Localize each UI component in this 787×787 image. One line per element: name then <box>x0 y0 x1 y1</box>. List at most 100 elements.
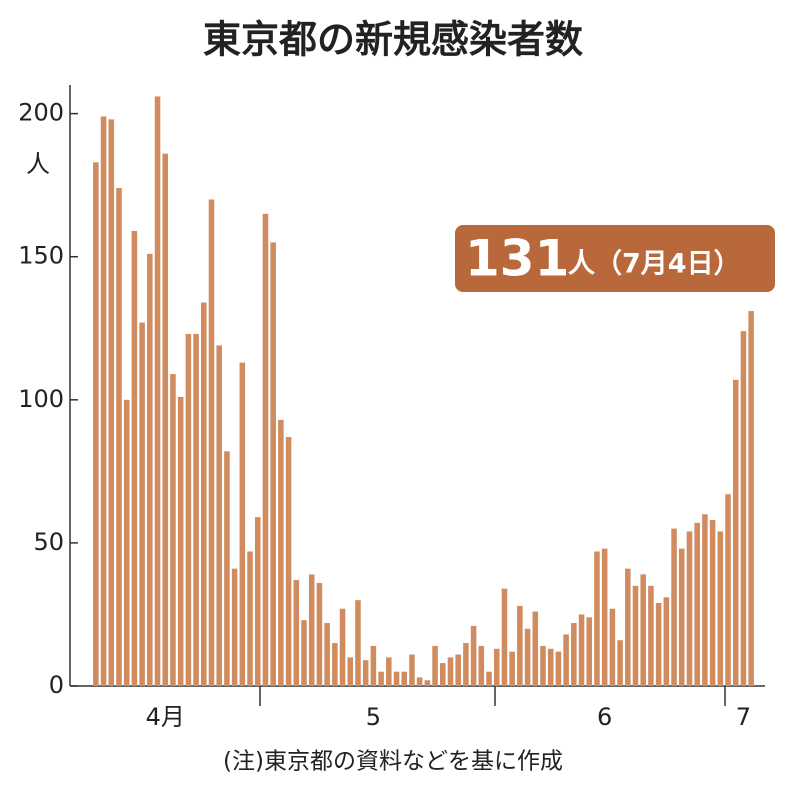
bar <box>355 600 361 686</box>
bar <box>239 362 246 686</box>
bar <box>347 657 354 686</box>
bar <box>100 116 107 686</box>
bar <box>555 651 562 686</box>
bar <box>517 605 523 686</box>
bar <box>432 645 438 686</box>
bar <box>439 663 446 686</box>
x-tick-label: 4月 <box>146 703 185 731</box>
bar <box>455 654 461 686</box>
bar <box>532 611 539 686</box>
bar <box>293 580 300 686</box>
bar <box>686 531 693 686</box>
bar <box>409 654 415 686</box>
bar <box>493 648 500 686</box>
bar <box>578 614 585 686</box>
bar <box>270 242 276 686</box>
bar <box>162 153 169 686</box>
chart-title: 東京都の新規感染者数 <box>203 18 583 62</box>
bar <box>424 680 431 686</box>
bar <box>201 302 207 686</box>
bar <box>702 514 708 686</box>
bar <box>262 213 269 687</box>
bar <box>324 623 330 686</box>
bar <box>378 671 384 686</box>
bar <box>247 551 253 686</box>
bar <box>185 333 192 686</box>
bar <box>463 643 469 686</box>
bar <box>332 643 338 686</box>
y-tick-label: 200 <box>18 99 64 127</box>
bar <box>478 645 485 686</box>
bar <box>401 671 408 686</box>
bar <box>694 522 700 686</box>
y-tick-label: 150 <box>18 242 64 270</box>
bar <box>154 96 161 686</box>
bar <box>663 597 670 686</box>
bar <box>586 617 593 686</box>
bar <box>254 517 261 686</box>
bar <box>278 419 284 686</box>
bar <box>131 230 138 686</box>
bar <box>447 657 454 686</box>
bar <box>609 608 616 686</box>
bar <box>170 374 176 686</box>
bar <box>594 551 600 686</box>
bar <box>563 634 569 686</box>
bar <box>147 253 153 686</box>
bar <box>231 568 238 686</box>
bar <box>177 396 184 686</box>
x-tick-label: 7 <box>736 703 751 731</box>
bar <box>625 568 631 686</box>
bar <box>740 331 747 686</box>
bar <box>501 588 508 686</box>
bar <box>193 333 199 686</box>
bar <box>208 199 215 686</box>
bar <box>416 677 423 686</box>
annotation-value: 131 <box>465 230 569 288</box>
bar <box>486 671 492 686</box>
bar <box>678 548 685 686</box>
x-tick-label: 5 <box>366 703 381 731</box>
y-tick-label: 100 <box>18 385 64 413</box>
bar <box>216 345 222 686</box>
bar <box>632 585 639 686</box>
bar <box>386 657 392 686</box>
bar <box>362 660 369 686</box>
bar <box>308 574 315 686</box>
bar <box>748 311 754 686</box>
bar <box>732 379 739 686</box>
y-tick-label: 0 <box>49 671 64 699</box>
bar <box>671 528 677 686</box>
bar <box>655 603 662 686</box>
bar <box>509 651 515 686</box>
bar <box>717 531 724 686</box>
bar <box>571 623 577 686</box>
bar <box>123 399 130 686</box>
annotation-text: 人（7月4日） <box>568 249 741 280</box>
bar <box>725 494 731 686</box>
bar <box>470 625 477 686</box>
bar <box>617 640 623 686</box>
bar <box>301 620 307 686</box>
bar <box>601 548 608 686</box>
bar <box>93 162 99 686</box>
bar <box>339 608 346 686</box>
bar <box>108 119 115 687</box>
bar <box>393 671 400 686</box>
bar <box>547 648 554 686</box>
note: (注)東京都の資料などを基に作成 <box>223 749 563 775</box>
y-unit: 人 <box>26 150 50 178</box>
y-tick-label: 50 <box>33 528 64 556</box>
bar <box>709 520 716 686</box>
bar <box>648 585 654 686</box>
bar <box>640 574 646 686</box>
bar <box>116 188 122 686</box>
x-tick-label: 6 <box>597 703 612 731</box>
bar <box>524 628 531 686</box>
bar <box>316 582 323 686</box>
bar <box>540 645 546 686</box>
bar <box>285 437 292 686</box>
bar <box>370 645 377 686</box>
annotation-box <box>455 225 775 292</box>
